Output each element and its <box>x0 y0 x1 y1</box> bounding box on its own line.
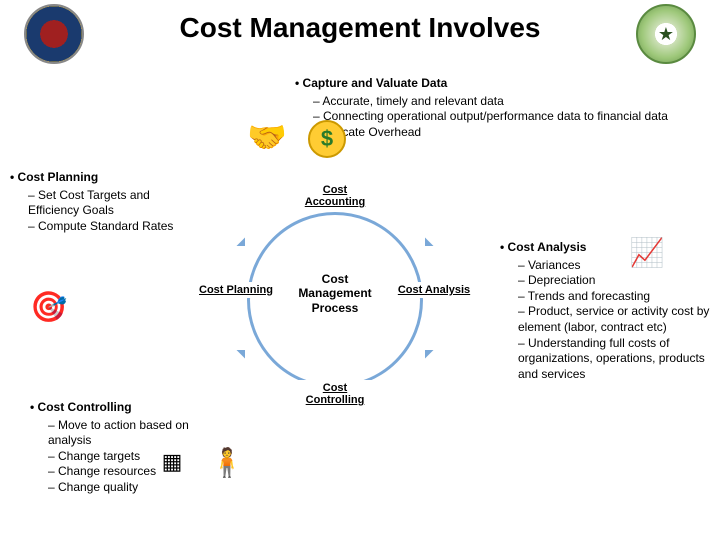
analysis-item: Depreciation <box>518 273 715 289</box>
arrowhead-icon <box>237 238 254 255</box>
controlling-item: Change quality <box>48 480 230 496</box>
dollar-icon: $ <box>308 120 346 158</box>
person-icon: 🧍 <box>210 445 244 479</box>
planning-heading: Cost Planning <box>10 170 185 186</box>
planning-item: Compute Standard Rates <box>28 219 185 235</box>
node-cost-planning: Cost Planning <box>195 282 277 298</box>
controlling-item: Change resources <box>48 464 230 480</box>
node-cost-controlling: Cost Controlling <box>294 380 376 408</box>
page-title: Cost Management Involves <box>110 12 610 44</box>
process-center-label: Cost Management Process <box>285 272 385 315</box>
planning-item: Set Cost Targets and Efficiency Goals <box>28 188 185 219</box>
analysis-item: Product, service or activity cost by ele… <box>518 304 715 335</box>
capture-heading: Capture and Valuate Data <box>295 76 715 92</box>
process-cycle: Cost Accounting Cost Analysis Cost Contr… <box>225 190 445 410</box>
capture-item: Allocate Overhead <box>313 125 715 141</box>
controlling-heading: Cost Controlling <box>30 400 230 416</box>
capture-item: Connecting operational output/performanc… <box>313 109 715 125</box>
controlling-item: Move to action based on analysis <box>48 418 230 449</box>
analysis-item: Understanding full costs of organization… <box>518 336 715 383</box>
arrowhead-icon <box>237 342 254 359</box>
seal-left-icon <box>24 4 84 64</box>
controlling-item: Change targets <box>48 449 230 465</box>
target-icon: 🎯 <box>32 290 66 324</box>
node-cost-accounting: Cost Accounting <box>294 182 376 210</box>
section-cost-planning: Cost Planning Set Cost Targets and Effic… <box>10 170 185 234</box>
capture-item: Accurate, timely and relevant data <box>313 94 715 110</box>
section-cost-controlling: Cost Controlling Move to action based on… <box>30 400 230 496</box>
analysis-item: Variances <box>518 258 715 274</box>
handshake-icon: 🤝 <box>250 120 284 154</box>
arrowhead-icon <box>417 238 434 255</box>
grid-icon: ▦ <box>155 445 189 479</box>
seal-right-icon <box>636 4 696 64</box>
analysis-item: Trends and forecasting <box>518 289 715 305</box>
node-cost-analysis: Cost Analysis <box>393 282 475 298</box>
section-cost-analysis: Cost Analysis Variances Depreciation Tre… <box>500 240 715 382</box>
arrowhead-icon <box>417 342 434 359</box>
chart-icon: 📈 <box>630 235 664 269</box>
section-capture-data: Capture and Valuate Data Accurate, timel… <box>295 76 715 140</box>
analysis-heading: Cost Analysis <box>500 240 715 256</box>
